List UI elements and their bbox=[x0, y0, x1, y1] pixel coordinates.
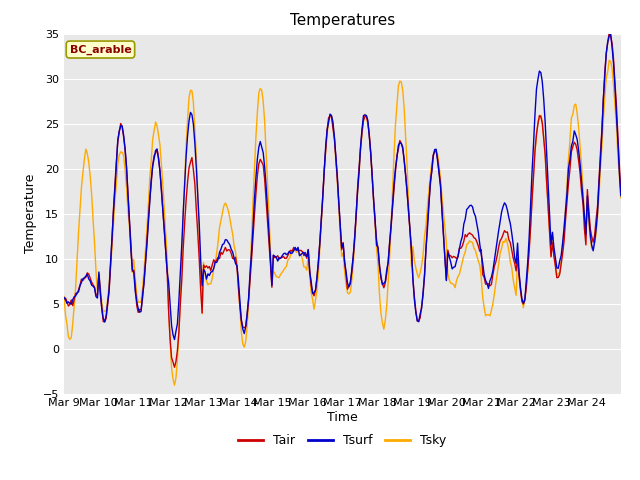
Tsky bbox=[541, 155, 549, 160]
Title: Temperatures: Temperatures bbox=[290, 13, 395, 28]
Tair bbox=[616, 162, 623, 168]
Tsky bbox=[458, 259, 466, 265]
Text: BC_arable: BC_arable bbox=[70, 44, 131, 55]
Tair bbox=[541, 152, 549, 158]
Tsky bbox=[605, 58, 613, 63]
Tsky bbox=[617, 195, 625, 201]
Tair bbox=[79, 277, 87, 283]
Tsky bbox=[97, 284, 104, 290]
Tsky bbox=[171, 382, 179, 388]
Tair bbox=[605, 30, 613, 36]
Tsurf bbox=[171, 336, 179, 342]
Legend: Tair, Tsurf, Tsky: Tair, Tsurf, Tsky bbox=[234, 429, 451, 452]
Line: Tsky: Tsky bbox=[64, 60, 621, 385]
Tsky bbox=[60, 293, 68, 299]
Tsurf bbox=[616, 169, 623, 175]
Tsurf bbox=[97, 289, 104, 295]
Line: Tsurf: Tsurf bbox=[64, 33, 621, 339]
Tsurf bbox=[607, 30, 614, 36]
Tair bbox=[458, 243, 466, 249]
Tsurf bbox=[60, 295, 68, 300]
Tair bbox=[171, 364, 179, 370]
Tsky bbox=[616, 173, 623, 179]
Tair bbox=[617, 188, 625, 193]
Line: Tair: Tair bbox=[64, 33, 621, 367]
Tsky bbox=[348, 277, 356, 283]
Tsurf bbox=[458, 234, 466, 240]
Tsurf bbox=[617, 193, 625, 199]
Tsurf bbox=[541, 120, 549, 126]
X-axis label: Time: Time bbox=[327, 411, 358, 424]
Tair bbox=[60, 296, 68, 302]
Y-axis label: Temperature: Temperature bbox=[24, 174, 37, 253]
Tair bbox=[348, 269, 356, 275]
Tsurf bbox=[79, 276, 87, 282]
Tsky bbox=[79, 170, 87, 176]
Tair bbox=[97, 292, 104, 298]
Tsurf bbox=[348, 266, 356, 272]
